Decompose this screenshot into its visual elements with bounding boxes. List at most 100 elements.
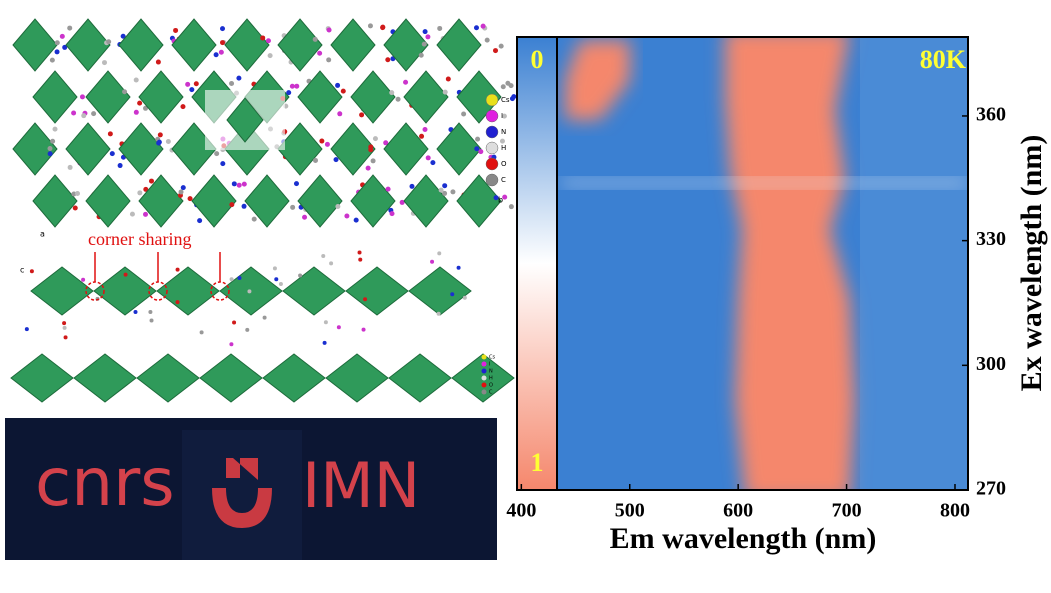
- atom: [155, 59, 161, 65]
- logo-text: IMN: [302, 449, 420, 522]
- atom: [180, 104, 186, 110]
- atom: [418, 52, 424, 58]
- atom: [385, 57, 391, 63]
- atom: [336, 325, 341, 330]
- atom: [47, 145, 53, 151]
- legend-label: Cs: [501, 96, 510, 104]
- legend-atom: [485, 125, 499, 139]
- atom: [229, 202, 235, 208]
- atom: [220, 40, 226, 46]
- atom: [74, 190, 80, 196]
- octahedron: [32, 174, 78, 228]
- x-axis-label: Em wavelength (nm): [610, 522, 877, 555]
- octahedron: [244, 174, 290, 228]
- atom: [498, 43, 504, 49]
- atom: [220, 26, 226, 32]
- legend-label: H: [489, 376, 493, 382]
- atom: [62, 44, 68, 50]
- atom: [79, 94, 85, 100]
- legend-label: I: [489, 362, 490, 368]
- atom: [143, 211, 149, 217]
- atom: [403, 79, 409, 85]
- octahedron: [383, 122, 429, 176]
- atom: [395, 96, 401, 102]
- atom: [399, 199, 405, 205]
- atom: [133, 309, 138, 314]
- atom: [149, 318, 154, 323]
- atom: [102, 60, 108, 66]
- atom: [337, 111, 343, 117]
- atom: [363, 297, 368, 302]
- atom: [197, 218, 203, 224]
- atom: [156, 139, 162, 145]
- atom: [214, 151, 220, 157]
- logo-mark: [208, 458, 272, 528]
- octahedron: [350, 174, 396, 228]
- atom: [357, 250, 362, 255]
- atom: [321, 253, 326, 258]
- atom: [335, 203, 341, 209]
- octahedron: [277, 122, 323, 176]
- artifact: [560, 178, 968, 188]
- atom: [81, 113, 87, 119]
- atom: [143, 105, 149, 111]
- octahedron: [65, 18, 111, 72]
- atom: [175, 267, 180, 272]
- octahedron: [277, 18, 323, 72]
- colorbar-tick-label: 1: [531, 448, 544, 477]
- atom: [322, 340, 327, 345]
- atom: [442, 89, 448, 95]
- atom: [389, 211, 395, 217]
- y-tick-label: 360: [976, 104, 1006, 126]
- atom: [450, 292, 455, 297]
- colorbar: [516, 36, 558, 491]
- atom: [52, 126, 58, 132]
- octahedron: [118, 122, 164, 176]
- atom: [133, 109, 139, 115]
- atom: [120, 33, 126, 39]
- atom: [231, 181, 237, 187]
- atom: [62, 321, 67, 326]
- legend-label: N: [501, 128, 506, 136]
- atom: [67, 25, 73, 31]
- legend-atom: [485, 157, 499, 171]
- atom: [173, 27, 179, 33]
- octahedron: [138, 70, 184, 124]
- atom: [340, 88, 346, 94]
- atom: [193, 81, 199, 87]
- atom: [63, 335, 68, 340]
- octahedron: [171, 18, 217, 72]
- atom: [372, 136, 378, 142]
- atom: [50, 138, 56, 144]
- atom: [180, 185, 186, 191]
- atom: [117, 163, 123, 169]
- legend-atom: [481, 382, 487, 388]
- emission-band: [725, 37, 855, 490]
- atom: [148, 178, 154, 184]
- atom: [422, 29, 428, 35]
- atom: [187, 196, 193, 202]
- octahedron: [436, 122, 482, 176]
- atom: [475, 136, 481, 142]
- atom: [229, 81, 235, 87]
- atom: [157, 132, 163, 138]
- x-tick-label: 700: [832, 500, 862, 522]
- axis-letter: b: [498, 196, 503, 205]
- legend-atom: [485, 141, 499, 155]
- octahedron: [330, 18, 376, 72]
- atom: [499, 138, 505, 144]
- atom: [501, 113, 507, 119]
- atom: [265, 38, 271, 44]
- colorbar-tick-label: 0: [531, 45, 544, 74]
- atom: [236, 182, 242, 188]
- octahedron: [226, 97, 264, 143]
- atom: [344, 213, 350, 219]
- atom: [461, 111, 467, 117]
- legend-label: C: [501, 176, 506, 184]
- atom: [484, 37, 490, 43]
- axis-letter: c: [20, 266, 24, 275]
- atom: [456, 265, 461, 270]
- atom: [272, 266, 277, 271]
- octahedron: [10, 353, 74, 403]
